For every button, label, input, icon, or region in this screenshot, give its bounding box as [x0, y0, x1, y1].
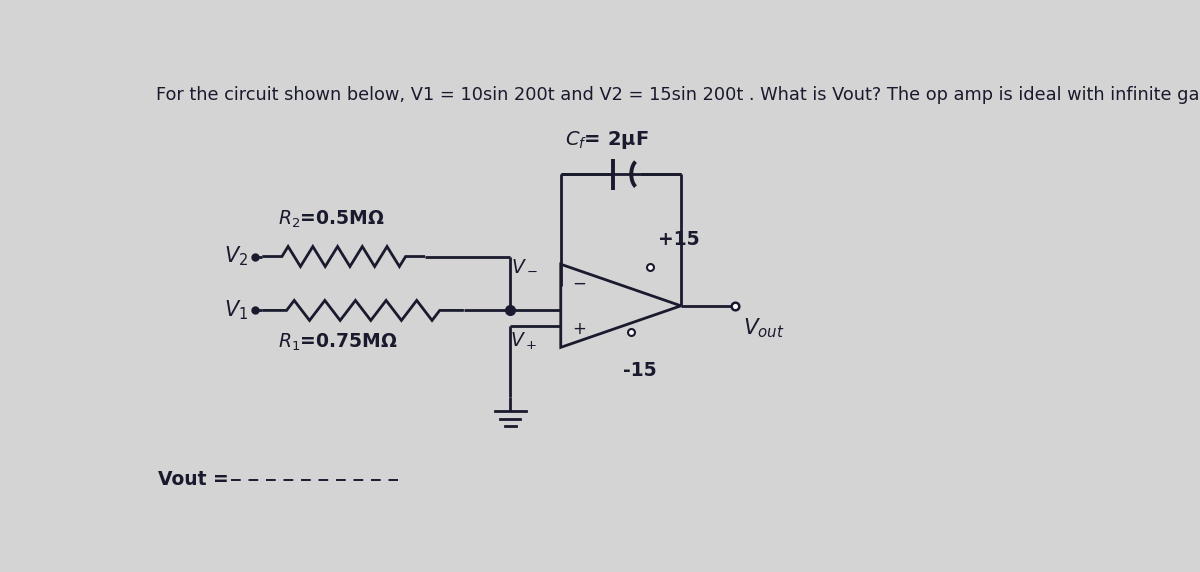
Text: +15: +15 [658, 230, 700, 249]
Text: $V_+$: $V_+$ [510, 331, 538, 352]
Text: For the circuit shown below, V1 = 10sin 200t and V2 = 15sin 200t . What is Vout?: For the circuit shown below, V1 = 10sin … [156, 86, 1200, 104]
Text: $-$: $-$ [571, 273, 586, 292]
Text: $V_2$: $V_2$ [224, 245, 248, 268]
Text: $V_{out}$: $V_{out}$ [743, 316, 785, 340]
Text: $+$: $+$ [571, 320, 586, 338]
Text: $R_2$=0.5MΩ: $R_2$=0.5MΩ [278, 209, 385, 231]
Text: -15: -15 [623, 361, 656, 380]
Text: $V_-$: $V_-$ [510, 255, 538, 274]
Text: Vout =: Vout = [157, 470, 235, 489]
Text: $V_1$: $V_1$ [224, 299, 248, 322]
Text: $R_1$=0.75MΩ: $R_1$=0.75MΩ [278, 332, 398, 353]
Text: $C_f$= 2μF: $C_f$= 2μF [565, 129, 648, 151]
